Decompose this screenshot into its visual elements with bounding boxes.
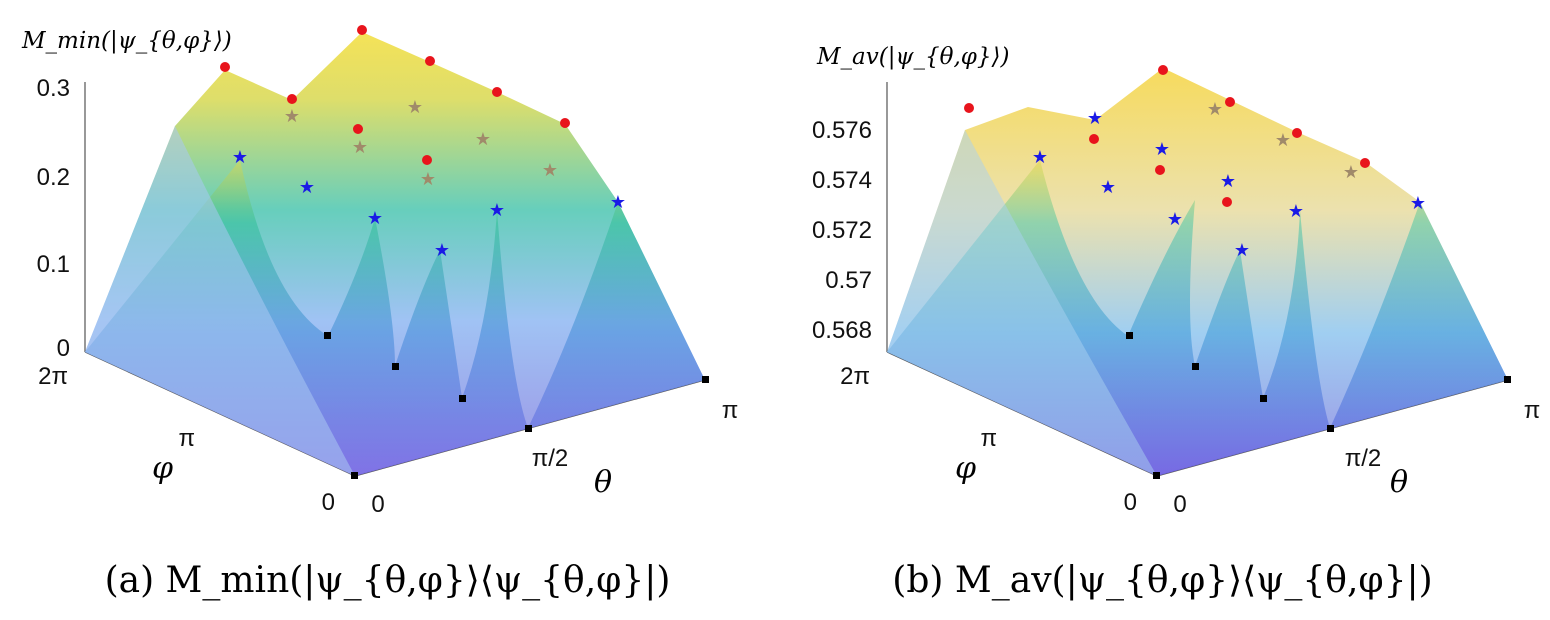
min-square [525, 425, 532, 432]
star-marker: ★ [284, 106, 300, 127]
z-axis-label: M_av(|ψ_{θ,φ}⟩) [816, 44, 1010, 70]
star-marker: ★ [420, 169, 436, 190]
min-square [1260, 395, 1267, 402]
min-markers [324, 332, 709, 479]
max-dot [1360, 158, 1370, 168]
surface-plot-a: ★ ★ ★ ★ ★ ★ ★ ★ ★ ★ ★ ★ M_min(|ψ_{θ,φ}⟩)… [21, 25, 739, 518]
phi-axis-label: φ [955, 451, 976, 486]
max-dot [1225, 97, 1235, 107]
min-square [702, 376, 709, 383]
z-tick: 0.574 [812, 167, 872, 194]
max-dot [425, 56, 435, 66]
max-dot [1155, 165, 1165, 175]
theta-tick: π/2 [1345, 445, 1382, 472]
star-marker: ★ [299, 177, 315, 198]
theta-tick: 0 [1173, 491, 1186, 518]
surface-front [887, 130, 1157, 476]
min-square [1192, 363, 1199, 370]
max-dot [353, 124, 363, 134]
min-square [351, 472, 358, 479]
max-dot [560, 118, 570, 128]
star-marker: ★ [489, 200, 505, 221]
star-marker: ★ [475, 129, 491, 150]
max-markers [964, 65, 1370, 207]
max-markers [220, 25, 570, 165]
min-square [1504, 376, 1511, 383]
star-marker: ★ [352, 137, 368, 158]
star-marker: ★ [434, 240, 450, 261]
panel-a: ★ ★ ★ ★ ★ ★ ★ ★ ★ ★ ★ ★ M_min(|ψ_{θ,φ}⟩)… [21, 25, 739, 601]
phi-tick: 2π [38, 363, 68, 390]
star-marker: ★ [1207, 99, 1223, 120]
theta-axis-label: θ [1390, 465, 1408, 500]
star-marker: ★ [1343, 162, 1359, 183]
star-marker: ★ [1087, 108, 1103, 129]
phi-axis-label: φ [152, 451, 173, 486]
z-tick: 0.57 [825, 267, 872, 294]
z-axis-label: M_min(|ψ_{θ,φ}⟩) [21, 28, 232, 54]
surface-front [85, 126, 355, 476]
max-dot [964, 103, 974, 113]
max-dot [220, 62, 230, 72]
star-markers: ★ ★ ★ ★ ★ ★ ★ ★ ★ ★ ★ ★ [1032, 99, 1426, 261]
star-marker: ★ [232, 147, 248, 168]
theta-tick: π [1524, 397, 1541, 424]
star-marker: ★ [1410, 193, 1426, 214]
star-marker: ★ [1234, 240, 1250, 261]
star-marker: ★ [407, 97, 423, 118]
z-tick: 0.1 [37, 251, 70, 278]
phi-tick: 0 [322, 489, 335, 516]
surface-plot-b: ★ ★ ★ ★ ★ ★ ★ ★ ★ ★ ★ ★ M_av(|ψ_{θ,φ}⟩) … [812, 44, 1541, 518]
caption-a: (a) M_min(|ψ_{θ,φ}⟩⟨ψ_{θ,φ}|) [104, 560, 671, 601]
max-dot [287, 94, 297, 104]
star-marker: ★ [1032, 147, 1048, 168]
caption-b: (b) M_av(|ψ_{θ,φ}⟩⟨ψ_{θ,φ}|) [892, 560, 1433, 601]
max-dot [1089, 134, 1099, 144]
z-tick: 0.576 [812, 117, 872, 144]
min-square [1126, 332, 1133, 339]
z-tick: 0.568 [812, 317, 872, 344]
min-square [392, 363, 399, 370]
theta-tick: π/2 [532, 445, 569, 472]
star-marker: ★ [1220, 171, 1236, 192]
min-square [1327, 425, 1334, 432]
min-square [324, 332, 331, 339]
star-marker: ★ [1154, 139, 1170, 160]
z-tick: 0.2 [37, 164, 70, 191]
max-dot [422, 155, 432, 165]
panel-b: ★ ★ ★ ★ ★ ★ ★ ★ ★ ★ ★ ★ M_av(|ψ_{θ,φ}⟩) … [775, 0, 1550, 620]
max-dot [1222, 197, 1232, 207]
max-dot [357, 25, 367, 35]
star-marker: ★ [1275, 130, 1291, 151]
max-dot [1292, 128, 1302, 138]
theta-axis-label: θ [594, 465, 612, 500]
phi-tick: π [980, 425, 997, 452]
phi-tick: π [178, 425, 195, 452]
star-marker: ★ [542, 160, 558, 181]
min-markers [1126, 332, 1511, 479]
max-dot [1158, 65, 1168, 75]
z-tick: 0.572 [812, 217, 872, 244]
min-square [1153, 472, 1160, 479]
theta-tick: 0 [371, 491, 384, 518]
z-tick: 0.3 [37, 75, 70, 102]
phi-tick: 0 [1124, 489, 1137, 516]
phi-tick: 2π [840, 363, 870, 390]
star-marker: ★ [1100, 177, 1116, 198]
star-marker: ★ [1167, 209, 1183, 230]
theta-tick: π [722, 397, 739, 424]
z-tick: 0 [57, 335, 70, 362]
max-dot [492, 87, 502, 97]
star-marker: ★ [610, 192, 626, 213]
min-square [459, 395, 466, 402]
star-marker: ★ [1288, 201, 1304, 222]
star-marker: ★ [367, 208, 383, 229]
star-markers: ★ ★ ★ ★ ★ ★ ★ ★ ★ ★ ★ ★ [232, 97, 626, 261]
